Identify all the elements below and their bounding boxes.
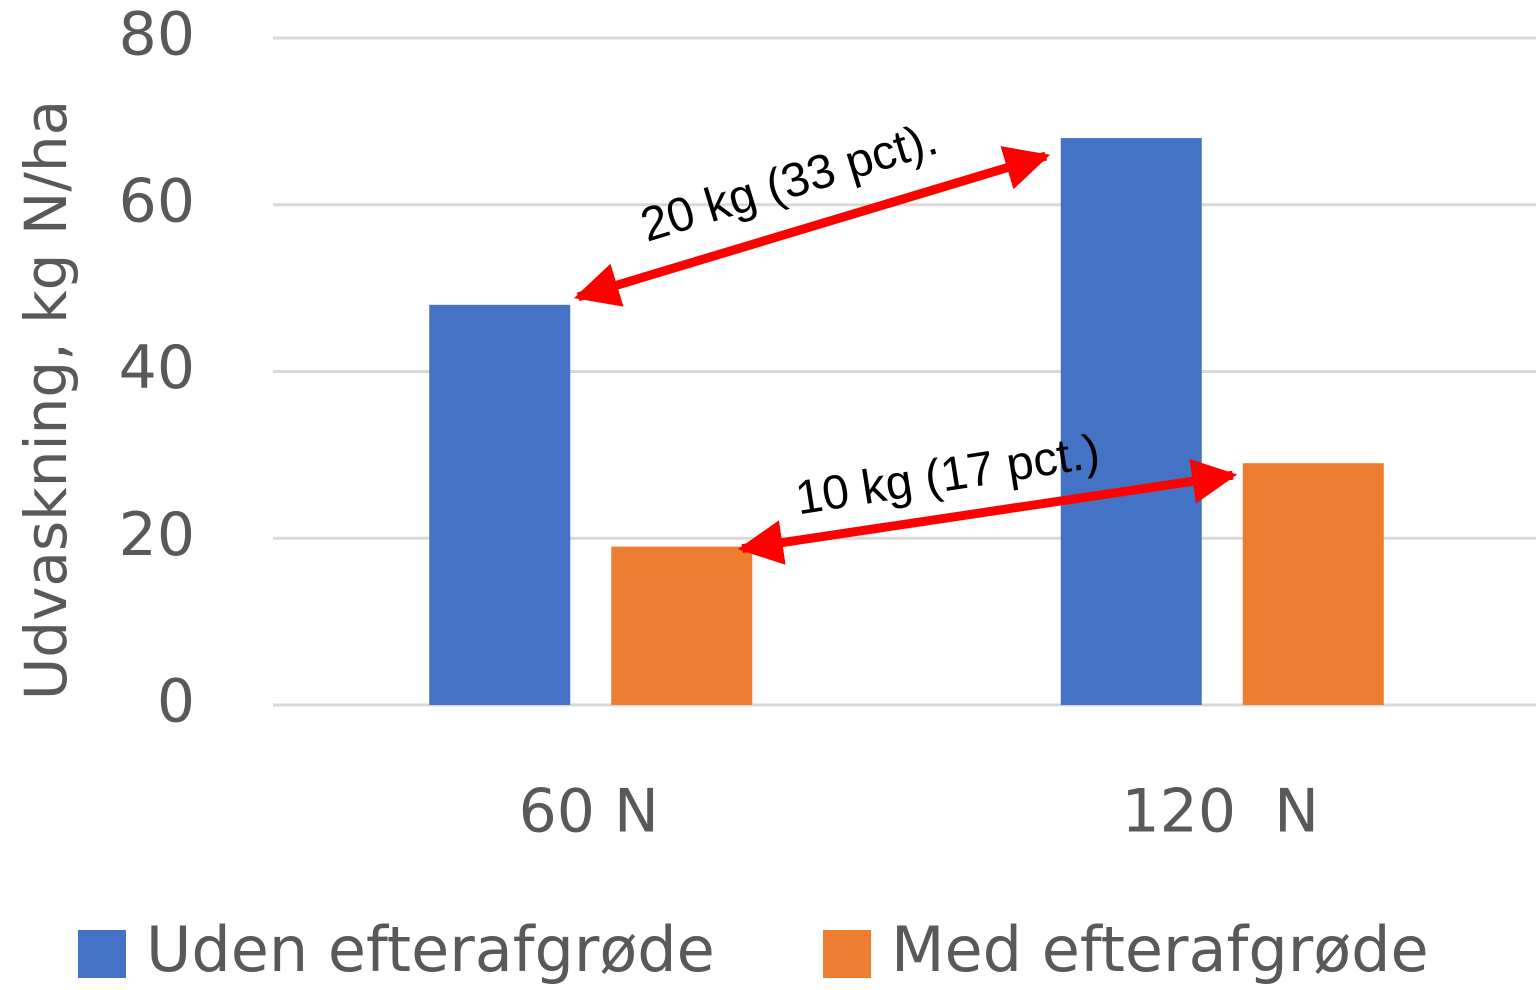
y-tick-label: 60 <box>119 166 195 236</box>
bar <box>611 546 753 705</box>
bar <box>429 304 571 705</box>
y-tick-label: 0 <box>157 667 195 737</box>
legend-label: Uden efterafgrøde <box>146 913 715 986</box>
y-tick-label: 40 <box>119 333 195 403</box>
y-tick-label: 20 <box>119 500 195 570</box>
x-tick-label: 60 N <box>519 777 659 847</box>
x-tick-label: 120 N <box>1121 777 1319 847</box>
legend-label: Med efterafgrøde <box>891 913 1429 986</box>
bar <box>1060 138 1202 706</box>
y-axis-title: Udvaskning, kg N/ha <box>12 100 80 700</box>
legend-swatch <box>78 930 126 978</box>
arrow <box>573 146 1051 307</box>
y-tick-label: 80 <box>119 0 195 70</box>
arrow <box>737 458 1238 565</box>
annotation: 10 kg (17 pct.) <box>792 425 1103 525</box>
legend-swatch <box>823 930 871 978</box>
bar <box>1242 463 1384 705</box>
